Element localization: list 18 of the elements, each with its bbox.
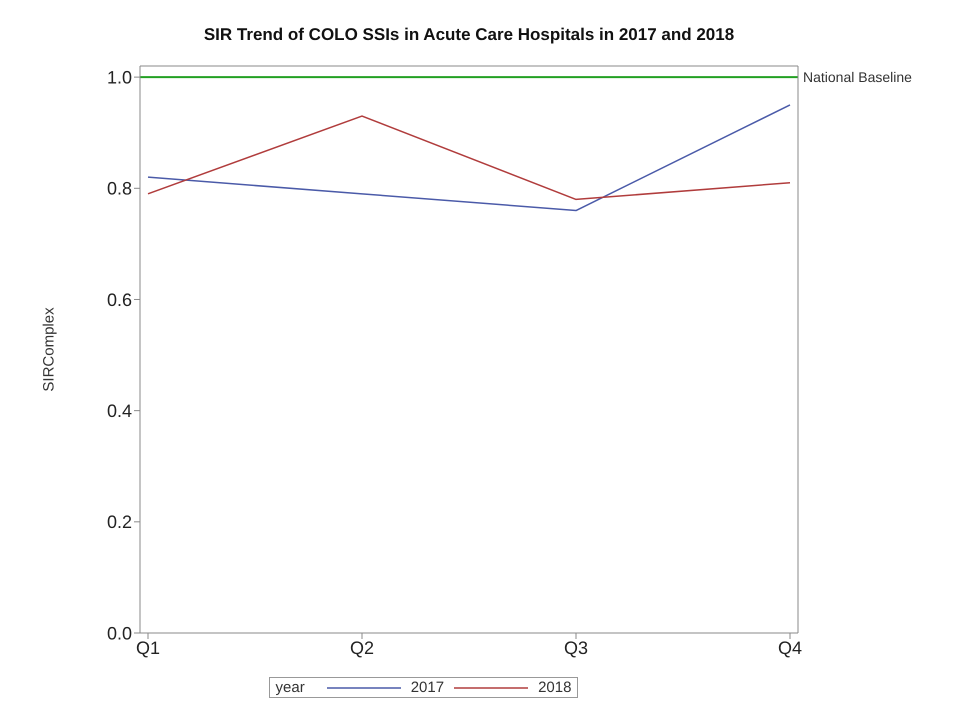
- legend-label: 2017: [410, 679, 444, 696]
- x-tick-label: Q2: [350, 638, 374, 658]
- y-tick-label: 0.4: [106, 401, 132, 422]
- line-series: [147, 115, 791, 200]
- y-tick-label: 0.2: [106, 512, 132, 532]
- y-tick-label: 0.8: [106, 178, 132, 199]
- ref-line-label: National Baseline: [803, 69, 912, 86]
- x-tick-label: Q4: [778, 638, 802, 658]
- y-tick-label: 1.0: [106, 68, 132, 88]
- legend-title: year: [276, 679, 305, 696]
- y-axis-title: SIRComplex: [40, 306, 58, 392]
- line-series: [147, 104, 791, 212]
- y-tick-label: 0.6: [106, 290, 132, 310]
- legend-label: 2018: [538, 679, 572, 696]
- x-tick-label: Q3: [564, 638, 588, 658]
- chart-title: SIR Trend of COLO SSIs in Acute Care Hospitals in 2017 and 2018: [202, 25, 736, 45]
- y-tick-label: 0.0: [106, 623, 132, 644]
- x-tick-label: Q1: [136, 638, 160, 658]
